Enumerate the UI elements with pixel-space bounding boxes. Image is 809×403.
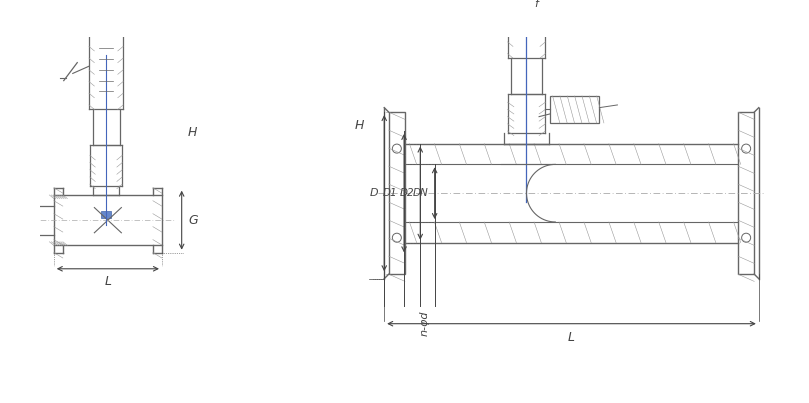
Text: DN: DN bbox=[413, 188, 428, 198]
Text: n-φd: n-φd bbox=[420, 310, 430, 336]
Text: H: H bbox=[188, 127, 197, 139]
Ellipse shape bbox=[89, 13, 123, 35]
Text: D1: D1 bbox=[383, 188, 398, 198]
Text: D2: D2 bbox=[400, 188, 414, 198]
Bar bbox=[550, 96, 599, 123]
Bar bbox=[738, 112, 754, 274]
Text: G: G bbox=[188, 214, 197, 226]
Bar bbox=[389, 112, 405, 274]
Text: L: L bbox=[568, 331, 575, 344]
Text: L: L bbox=[104, 275, 112, 288]
Text: f: f bbox=[534, 0, 538, 8]
Bar bbox=[100, 211, 112, 218]
Text: H: H bbox=[354, 119, 363, 132]
Ellipse shape bbox=[98, 14, 114, 34]
Text: D: D bbox=[370, 188, 378, 198]
